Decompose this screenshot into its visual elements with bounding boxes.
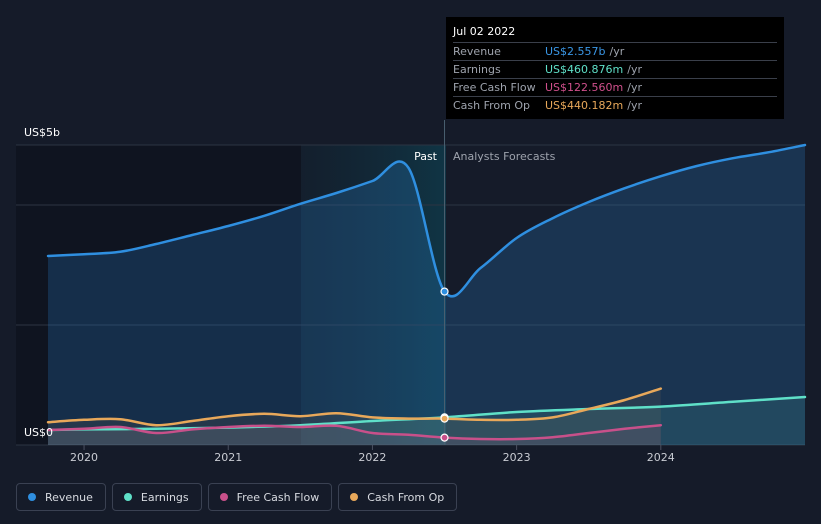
tooltip-label: Cash From Op: [453, 99, 531, 112]
gridlines: [16, 144, 805, 446]
tooltip-unit: /yr: [627, 63, 642, 76]
tooltip-label: Free Cash Flow: [453, 81, 536, 94]
marker-free-cash-flow: [440, 433, 449, 442]
tooltip-date: Jul 02 2022: [453, 25, 777, 43]
legend-dot-icon: [123, 493, 132, 501]
series-line-cash-from-op: [46, 387, 663, 427]
legend-label: Free Cash Flow: [236, 490, 320, 504]
legend-dot-icon: [350, 493, 359, 501]
legend-item-cash-from-op[interactable]: Cash From Op: [338, 483, 458, 511]
legend-label: Revenue: [45, 490, 93, 504]
past-dark-region: [16, 145, 301, 445]
divider-markers: [440, 287, 449, 442]
series-line-free-cash-flow: [46, 423, 663, 441]
series-fill-revenue: [48, 145, 805, 445]
tooltip-value: US$122.560m: [545, 81, 624, 94]
y-axis-bottom-label: US$0: [24, 426, 53, 439]
tooltip-row-free-cash-flow: Free Cash Flow US$122.560m /yr: [453, 79, 777, 97]
tooltip-row-revenue: Revenue US$2.557b /yr: [453, 43, 777, 61]
legend-item-free-cash-flow[interactable]: Free Cash Flow: [207, 483, 333, 511]
legend-item-revenue[interactable]: Revenue: [16, 483, 106, 511]
series-line-revenue: [46, 143, 807, 298]
x-tick-label: 2020: [70, 451, 98, 464]
tooltip-row-earnings: Earnings US$460.876m /yr: [453, 61, 777, 79]
x-tick-label: 2024: [647, 451, 675, 464]
tooltip-row-cash-from-op: Cash From Op US$440.182m /yr: [453, 97, 777, 114]
legend-item-earnings[interactable]: Earnings: [111, 483, 202, 511]
series-lines: [46, 143, 807, 441]
past-label: Past: [414, 150, 438, 163]
tooltip-unit: /yr: [627, 99, 642, 112]
x-tick-label: 2023: [503, 451, 531, 464]
x-tick-label: 2021: [214, 451, 242, 464]
legend-label: Earnings: [140, 490, 189, 504]
tooltip-label: Revenue: [453, 45, 501, 58]
tooltip-unit: /yr: [627, 81, 642, 94]
tooltip-label: Earnings: [453, 63, 501, 76]
forecast-label: Analysts Forecasts: [453, 150, 556, 163]
x-tick-label: 2022: [358, 451, 386, 464]
legend-dot-icon: [219, 493, 228, 501]
tooltip-value: US$460.876m: [545, 63, 624, 76]
marker-revenue: [440, 287, 449, 296]
past-highlight-region: [301, 145, 446, 445]
legend-label: Cash From Op: [367, 490, 445, 504]
tooltip-value: US$440.182m: [545, 99, 624, 112]
legend: Revenue Earnings Free Cash Flow Cash Fro…: [16, 483, 458, 511]
tooltip: Jul 02 2022 Revenue US$2.557b /yr Earnin…: [446, 17, 784, 119]
tooltip-value: US$2.557b: [545, 45, 606, 58]
series-fill-cash-from-op: [48, 388, 661, 445]
marker-cash-from-op: [440, 414, 449, 423]
tooltip-unit: /yr: [609, 45, 625, 58]
legend-dot-icon: [28, 493, 36, 501]
x-axis-ticks: 2020 2021 2022 2023 2024: [70, 445, 675, 464]
y-axis-top-label: US$5b: [24, 126, 60, 139]
